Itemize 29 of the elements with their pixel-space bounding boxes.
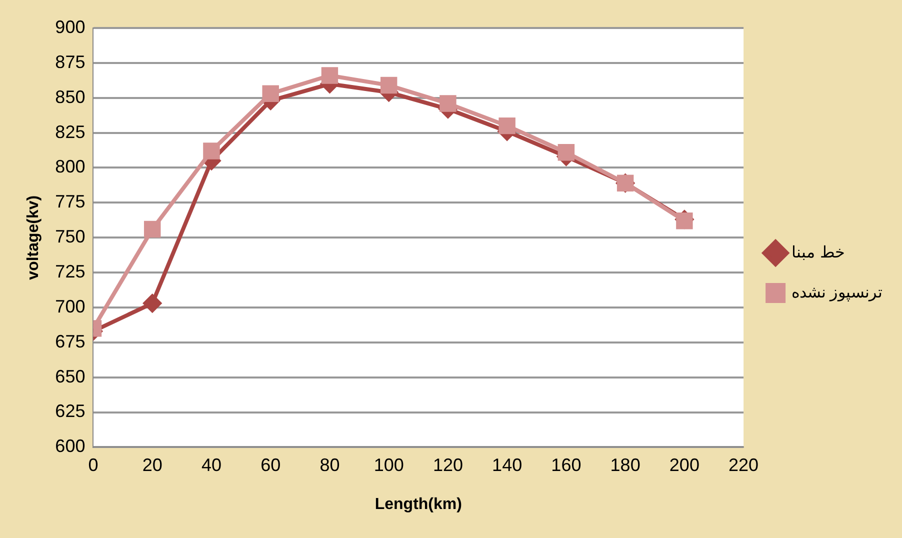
y-tick-label: 675 [55,331,86,352]
legend-label: ترنسپوز نشده [792,284,882,302]
y-tick-label: 625 [55,401,86,422]
x-tick-label: 160 [551,454,582,475]
x-tick-label: 180 [610,454,640,475]
x-tick-label: 80 [320,454,340,475]
y-tick-label: 775 [55,192,86,212]
x-tick-label: 200 [669,454,700,475]
y-tick-label: 600 [55,436,86,456]
y-tick-label: 825 [55,122,86,142]
y-tick-label: 875 [55,52,86,72]
legend-label: خط مبنا [792,244,846,262]
x-tick-label: 140 [492,454,522,475]
y-tick-label: 850 [55,86,86,107]
x-tick-label: 220 [728,454,759,475]
y-tick-label: 750 [55,226,86,247]
x-axis-title: Length(km) [374,496,462,513]
y-tick-label: 725 [55,262,86,282]
x-tick-label: 20 [142,454,162,475]
y-tick-label: 650 [55,366,86,386]
y-axis-title: voltage(kv) [25,195,42,280]
x-tick-label: 40 [201,454,222,475]
x-tick-label: 100 [374,454,404,475]
y-tick-label: 800 [55,156,86,177]
x-tick-label: 120 [432,454,463,475]
x-tick-label: 0 [88,454,98,475]
y-tick-label: 900 [55,16,86,37]
x-tick-label: 60 [260,454,281,475]
y-tick-label: 700 [55,296,86,316]
